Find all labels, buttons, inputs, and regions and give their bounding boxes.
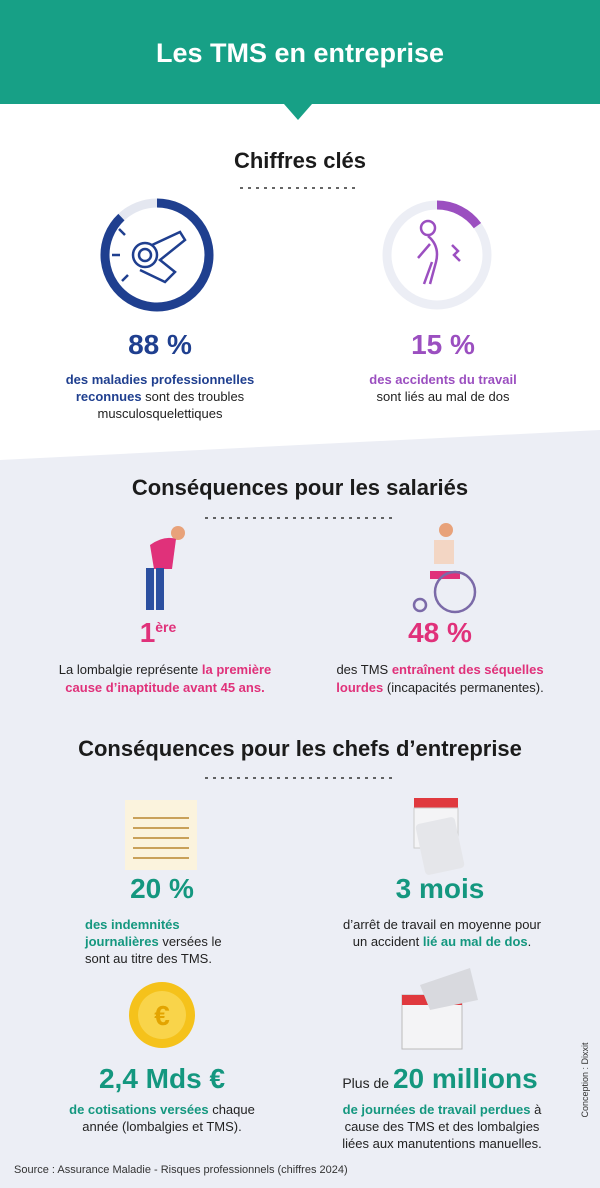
bent-person-icon — [146, 526, 185, 610]
description: cause des TMS et des lombalgies — [345, 1119, 540, 1134]
svg-text:€: € — [154, 1000, 170, 1031]
stat: 15 % — [411, 329, 475, 360]
hand-icon — [112, 228, 187, 284]
ring-arc — [436, 200, 482, 229]
description: journalières versées le — [84, 934, 222, 949]
description: sont liés au mal de dos — [377, 389, 510, 404]
description: d’arrêt de travail en moyenne pour — [343, 917, 542, 932]
description: sont au titre des TMS. — [85, 951, 212, 966]
backache-icon — [417, 219, 461, 285]
source: Source : Assurance Maladie - Risques pro… — [14, 1164, 348, 1176]
description: des indemnités — [85, 917, 180, 932]
ring-arc — [100, 198, 214, 312]
section-title: Conséquences pour les salariés — [132, 475, 468, 500]
header-band — [0, 0, 600, 104]
document-icon — [125, 800, 197, 870]
description: de cotisations versées chaque — [69, 1102, 255, 1117]
description: de journées de travail perdues à — [343, 1102, 542, 1117]
description: un accident lié au mal de dos. — [353, 934, 532, 949]
description: des accidents du travail — [369, 372, 516, 387]
description: cause d’inaptitude avant 45 ans. — [65, 680, 264, 695]
stat: 88 % — [128, 329, 192, 360]
section-title: Chiffres clés — [234, 148, 366, 173]
description: reconnues sont des troubles — [76, 389, 245, 404]
calendar-icon — [401, 968, 478, 1050]
credit: Conception : Dixxit — [580, 1042, 590, 1118]
description: année (lombalgies et TMS). — [82, 1119, 241, 1134]
description: des TMS entraînent des séquelles — [336, 662, 543, 677]
stat: 48 % — [408, 617, 472, 648]
wheelchair-icon — [412, 523, 477, 614]
stat: 2,4 Mds € — [99, 1063, 225, 1094]
pills-icon — [413, 798, 465, 875]
description: des maladies professionnelles — [66, 372, 255, 387]
section-title: Conséquences pour les chefs d’entreprise — [78, 736, 522, 761]
description: La lombalgie représente la première — [59, 662, 271, 677]
stat: 1ère — [140, 617, 177, 648]
stat: Plus de 20 millions — [342, 1063, 537, 1094]
description: musculosquelettiques — [97, 406, 223, 421]
coin-icon: € — [129, 982, 195, 1048]
description: liées aux manutentions manuelles. — [342, 1136, 541, 1151]
stat: 20 % — [130, 873, 194, 904]
description: lourdes (incapacités permanentes). — [336, 680, 543, 695]
header-title: Les TMS en entreprise — [156, 38, 444, 68]
header-pointer — [284, 104, 312, 120]
stat: 3 mois — [396, 873, 485, 904]
